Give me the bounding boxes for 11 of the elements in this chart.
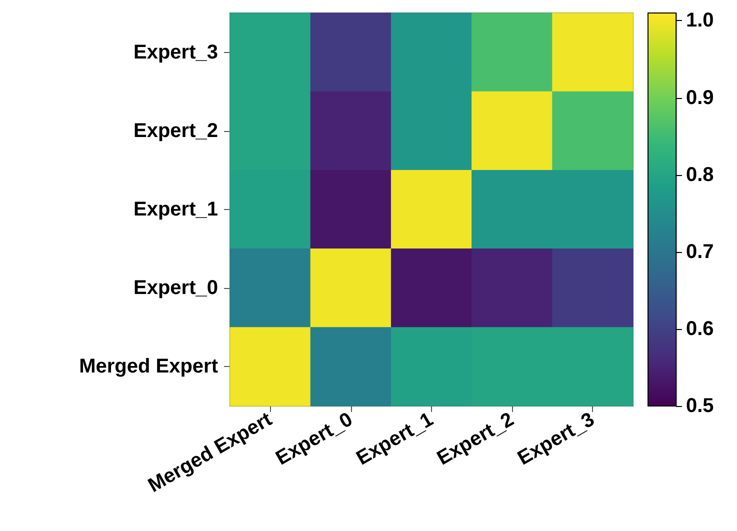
- color-bar-label: 0.9: [686, 86, 714, 109]
- y-tick-label: Merged Expert: [79, 356, 218, 378]
- y-tick-label: Expert_2: [134, 120, 218, 142]
- color-bar-label: 0.8: [686, 164, 714, 186]
- color-bar-label: 0.7: [686, 240, 714, 263]
- color-bar-label: 1.0: [686, 10, 714, 32]
- color-bar-label: 0.5: [686, 395, 714, 417]
- y-tick-label: Expert_3: [134, 41, 218, 64]
- color-bar-label: 0.6: [686, 318, 714, 340]
- y-tick-label: Expert_1: [134, 198, 218, 220]
- y-tick-label: Expert_0: [134, 277, 218, 300]
